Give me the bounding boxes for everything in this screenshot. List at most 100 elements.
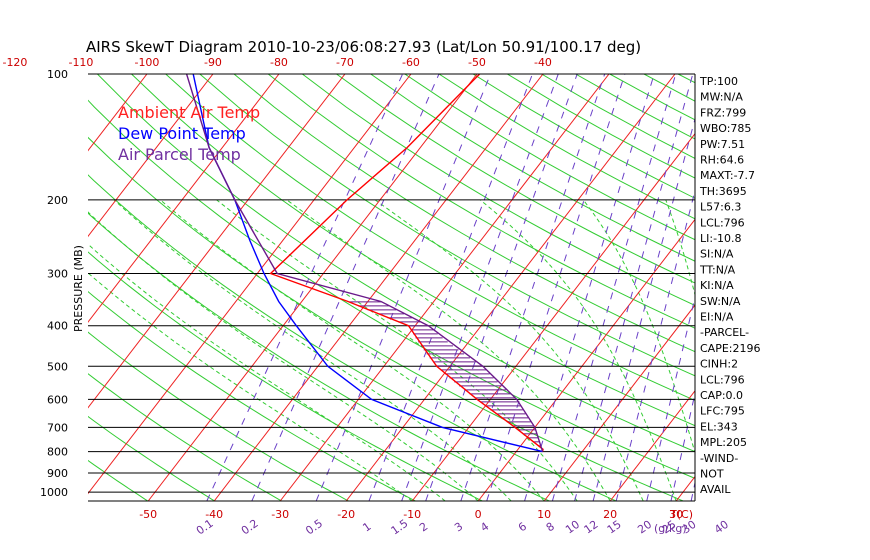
pressure-tick-label: 600 [47,393,68,406]
bottom-temp-tick-label: 0 [475,508,482,521]
moist-adiabat-line [479,199,677,501]
moist-adiabat-line [286,199,611,501]
stats-entry: MAXT:-7.7 [700,169,755,182]
stats-entry: -PARCEL- [700,326,749,339]
stats-entry: KI:N/A [700,279,734,292]
dry-adiabat-line [746,74,870,503]
mixing-ratio-line [615,188,695,501]
bottom-temp-tick-label: -10 [403,508,421,521]
mixing-ratio-unit-label: (g/kg) [654,522,687,535]
stats-entry: AVAIL [700,483,731,496]
pressure-tick-label: 1000 [40,486,68,499]
mixing-ratio-tick-label: 1 [360,520,373,535]
stats-entry: WBO:785 [700,122,751,135]
moist-adiabat-line [374,199,644,501]
isotherm-line [0,74,81,501]
dry-adiabat-line [131,74,695,427]
dry-adiabat-line [404,74,695,241]
isotherm-line [88,74,214,238]
stats-entry: CAPE:2196 [700,342,761,355]
moist-adiabat-line [582,199,695,454]
bottom-temp-tick-label: 10 [537,508,551,521]
bottom-temp-tick-label: 30 [669,508,683,521]
dry-adiabat-line [781,74,870,503]
stats-entry: EI:N/A [700,311,734,324]
mixing-ratio-line [551,74,677,501]
dry-adiabat-line [267,74,695,329]
mixing-ratio-tick-label: 0.5 [303,517,325,538]
moist-adiabat-line [88,211,479,501]
mixing-ratio-line [460,74,606,501]
stats-entry: CAP:0.0 [700,389,743,402]
pressure-tick-label: 100 [47,68,68,81]
dry-adiabat-line [0,74,16,503]
isotherm-line [88,74,148,152]
dry-adiabat-line [370,74,695,262]
top-temp-tick-label: -40 [534,56,552,69]
pressure-tick-label: 400 [47,320,68,333]
top-temp-tick-label: -80 [270,56,288,69]
isotherm-line [609,390,695,501]
isotherm-line [88,74,280,323]
pressure-tick-label: 900 [47,467,68,480]
mixing-ratio-tick-label: 2 [417,520,430,535]
isotherm-line [88,74,412,495]
isotherm-line [213,74,544,501]
moist-adiabat-line [88,243,446,501]
mixing-ratio-tick-label: 0.2 [239,517,261,538]
mixing-ratio-line [646,295,695,501]
isotherm-line [279,74,610,501]
isotherm-line [147,74,478,501]
stats-entry: SI:N/A [700,248,734,261]
dry-adiabat-line [165,74,695,401]
bottom-temp-tick-label: -30 [271,508,289,521]
y-axis-label: PRESSURE (MB) [72,245,85,332]
top-temp-tick-label: -70 [336,56,354,69]
stats-entry: FRZ:799 [700,106,746,119]
mixing-ratio-line [425,74,578,501]
air-parcel-temp-curve [185,74,544,452]
bottom-temp-tick-label: -50 [139,508,157,521]
mixing-ratio-tick-label: 12 [582,518,601,537]
moist-adiabat-line [159,199,545,501]
dry-adiabat-line [643,74,695,102]
stats-entry: PW:7.51 [700,138,745,151]
stats-entry: L57:6.3 [700,201,741,214]
moist-adiabat-line [113,199,512,501]
dry-adiabat-line [438,74,695,220]
mixing-ratio-tick-label: 4 [478,520,491,535]
dry-adiabat-line [336,74,695,284]
isotherm-line [411,132,695,501]
mixing-ratio-tick-label: 10 [563,518,582,537]
mixing-ratio-line [401,74,559,501]
pressure-tick-label: 800 [47,446,68,459]
dry-adiabat-line [0,74,83,503]
moist-adiabat-line [88,272,413,501]
chart-title: AIRS SkewT Diagram 2010-10-23/06:08:27.9… [86,38,641,56]
top-temp-tick-label: -110 [68,56,93,69]
stats-entry: TH:3695 [699,185,747,198]
pressure-tick-label: 500 [47,360,68,373]
legend-air-parcel-temp: Air Parcel Temp [118,145,241,164]
isotherm-line [808,74,870,501]
stats-entry: EL:343 [700,420,738,433]
mixing-ratio-line [486,74,626,501]
mixing-ratio-line [574,74,694,501]
pressure-tick-label: 700 [47,421,68,434]
pressure-tick-label: 300 [47,268,68,281]
top-temp-tick-label: -120 [2,56,27,69]
isotherm-line [88,74,346,409]
mixing-ratio-line [592,116,695,501]
stats-entry: LCL:796 [700,216,745,229]
stats-entry: -WIND- [700,452,738,465]
legend-dew-point-temp: Dew Point Temp [118,124,246,143]
dry-adiabat-line [97,74,695,453]
stats-entry: CINH:2 [700,358,738,371]
bottom-temp-tick-label: 20 [603,508,617,521]
isotherm-line [345,74,676,501]
isotherm-line [0,74,15,501]
stats-entry: RH:64.6 [700,154,744,167]
isotherm-line [742,74,870,501]
stats-entry: MPL:205 [700,436,747,449]
